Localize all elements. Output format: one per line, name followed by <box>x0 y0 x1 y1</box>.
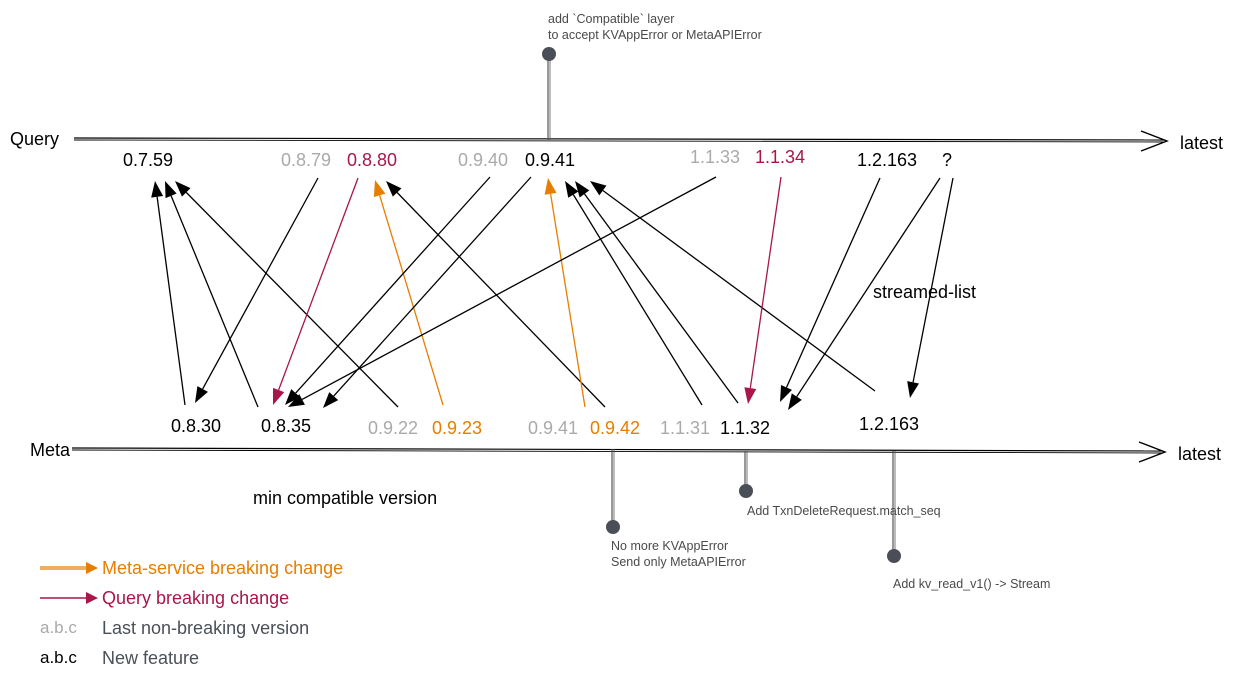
query-version: 0.8.80 <box>347 150 398 170</box>
compat-arrowhead-icon <box>565 181 579 198</box>
note-line: No more KVAppError <box>611 539 729 553</box>
legend-new-feature-text: New feature <box>102 647 200 668</box>
compat-arrow-line <box>396 192 606 408</box>
query-version: 0.9.41 <box>525 150 576 170</box>
query-version: 0.7.59 <box>123 150 174 170</box>
legend-nonbreaking-text: Last non-breaking version <box>102 617 310 638</box>
note-line: Add TxnDeleteRequest.match_seq <box>747 504 941 518</box>
compat-arrowhead-icon <box>544 178 557 195</box>
compat-arrow-line <box>785 177 881 388</box>
compat-arrowhead-icon <box>323 392 339 408</box>
note-line: to accept KVAppError or MetaAPIError <box>548 27 762 42</box>
compat-arrowhead-icon <box>744 387 757 404</box>
legend-new-feature: a.b.c New feature <box>40 646 199 670</box>
query-axis-arrowhead-icon <box>1140 130 1169 152</box>
meta-axis-arrowhead-icon <box>1138 441 1167 463</box>
compat-arrow-line <box>278 177 359 391</box>
compat-arrowhead-icon <box>151 181 164 198</box>
compat-arrowhead-icon <box>386 181 402 197</box>
compat-arrowhead-icon <box>288 394 305 407</box>
compat-arrow-line <box>379 195 444 406</box>
compat-arrowhead-icon <box>272 387 285 405</box>
meta-version: 0.9.41 <box>528 418 579 438</box>
legend-gray-version-sample: a.b.c <box>40 618 77 637</box>
compat-arrow-line <box>170 195 259 408</box>
meta-axis-line-sketch <box>71 449 1164 454</box>
legend-query-breaking: Query breaking change <box>40 586 289 610</box>
legend-crimson-arrow-icon <box>40 586 102 610</box>
query-axis-line <box>73 137 1166 141</box>
note-line: Send only MetaAPIError <box>611 554 746 569</box>
compat-arrow-line <box>549 193 586 408</box>
compat-arrow-line <box>301 176 717 400</box>
compat-arrow-line <box>295 176 491 394</box>
min-compatible-label: min compatible version <box>253 488 438 508</box>
compat-arrowhead-icon <box>575 181 590 198</box>
compat-arrow-line <box>912 177 954 383</box>
compat-arrowhead-icon <box>175 181 191 197</box>
legend-black-version-sample: a.b.c <box>40 648 77 667</box>
compat-arrowhead-icon <box>590 181 607 196</box>
streamed-list-label: streamed-list <box>873 282 977 302</box>
meta-version: 1.1.32 <box>720 418 771 438</box>
note-no-more-kvapperror: No more KVAppError Send only MetaAPIErro… <box>611 539 746 570</box>
legend-meta-breaking: Meta-service breaking change <box>40 556 343 580</box>
pin-compatible-layer-head-icon <box>542 47 556 61</box>
compat-arrow-line <box>333 176 532 397</box>
meta-version: 1.1.31 <box>660 418 711 438</box>
note-kv-read: Add kv_read_v1() -> Stream <box>893 577 1050 593</box>
compat-arrow-line <box>185 191 399 408</box>
compat-arrow-line <box>749 176 782 389</box>
meta-version: 0.8.35 <box>261 416 312 436</box>
legend-nonbreaking: a.b.c Last non-breaking version <box>40 616 309 640</box>
legend-meta-breaking-text: Meta-service breaking change <box>102 557 344 578</box>
query-axis-line-sketch <box>73 139 1166 143</box>
query-latest-label: latest <box>1180 133 1224 153</box>
note-compatible-layer: add `Compatible` layer to accept KVAppEr… <box>548 12 762 43</box>
meta-version: 1.2.163 <box>859 414 920 434</box>
compat-arrow-line <box>796 177 941 397</box>
query-version: 1.1.34 <box>755 147 806 167</box>
compat-arrowhead-icon <box>373 180 386 198</box>
compat-arrowhead-icon <box>285 389 301 405</box>
legend-query-breaking-text: Query breaking change <box>102 587 290 608</box>
pin-kv-read-head-icon <box>887 549 901 563</box>
note-line: add `Compatible` layer <box>548 12 675 26</box>
note-txn-delete: Add TxnDeleteRequest.match_seq <box>747 504 941 520</box>
meta-latest-label: latest <box>1178 444 1222 464</box>
pin-no-more-kvapperror-head-icon <box>606 520 620 534</box>
compat-arrow-line <box>156 196 186 406</box>
compat-arrowhead-icon <box>907 381 919 398</box>
compat-arrowhead-icon <box>788 393 802 410</box>
compat-arrowhead-icon <box>780 384 793 402</box>
compat-arrow-line <box>202 177 319 390</box>
query-version: 0.9.40 <box>458 150 509 170</box>
meta-version: 0.8.30 <box>171 416 222 436</box>
meta-version: 0.9.23 <box>432 418 483 438</box>
compat-arrow-line <box>583 193 739 404</box>
note-line: Add kv_read_v1() -> Stream <box>893 577 1051 591</box>
legend-orange-arrow-icon <box>40 556 102 580</box>
meta-lane-label: Meta <box>30 440 71 460</box>
compat-arrowhead-icon <box>195 386 208 403</box>
compat-arrow-line <box>602 189 876 392</box>
meta-version: 0.9.42 <box>590 418 641 438</box>
compat-arrow-line <box>572 194 703 406</box>
meta-version: 0.9.22 <box>368 418 419 438</box>
query-version: 1.1.33 <box>690 147 741 167</box>
pin-txn-delete-head-icon <box>739 484 753 498</box>
query-version: 0.8.79 <box>281 150 332 170</box>
compat-arrowhead-icon <box>165 181 177 199</box>
meta-axis-line <box>71 447 1164 452</box>
query-version: ? <box>942 150 953 170</box>
query-lane-label: Query <box>10 129 60 149</box>
query-version: 1.2.163 <box>857 150 918 170</box>
